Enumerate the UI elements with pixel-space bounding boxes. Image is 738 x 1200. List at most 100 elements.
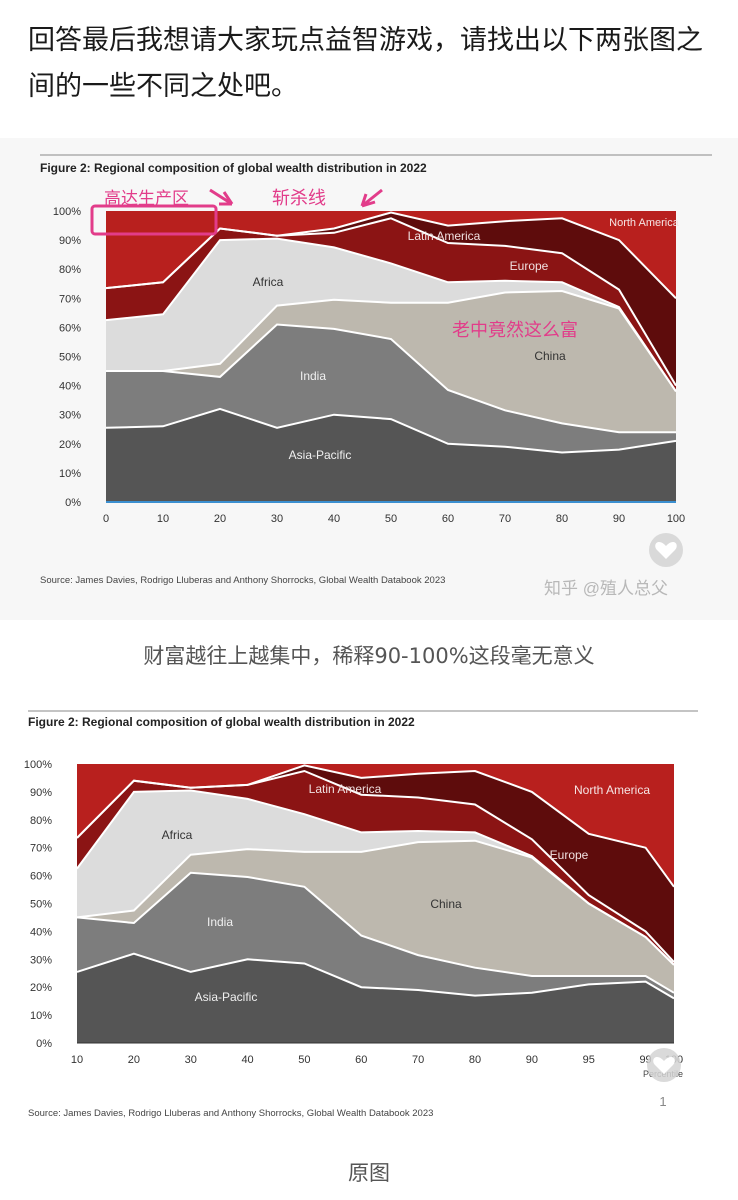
series-labels: Africa India Asia-Pacific China Latin Am… [162,782,651,1004]
y-axis: 0% 10% 20% 30% 40% 50% 60% 70% 80% 90% 100% [53,206,81,509]
y-tick-label: 30% [59,410,81,422]
area-asia-pacific [106,408,676,502]
y-axis: 0% 10% 20% 30% 40% 50% 60% 70% 80% 90% 100% [24,759,52,1050]
series-label-asia-pacific: Asia-Pacific [195,990,258,1004]
series-boundaries [76,764,675,1000]
chart-modified-svg: Figure 2: Regional composition of global… [40,154,712,598]
series-label-asia-pacific: Asia-Pacific [289,448,352,462]
series-label-china: China [534,349,566,363]
y-tick-label: 0% [36,1038,52,1050]
x-tick-label: 0 [103,513,109,525]
area-north-america [106,211,676,299]
series-boundary-india [106,323,676,434]
heart-icon[interactable] [648,532,684,568]
y-tick-label: 90% [59,235,81,247]
x-tick-label: 30 [271,513,283,525]
series-label-latin-america: Latin America [309,782,382,796]
area-africa [77,790,674,965]
y-tick-label: 100% [24,759,52,771]
area-china [77,840,674,993]
y-tick-label: 20% [59,439,81,451]
area-layers [77,764,674,1043]
y-tick-label: 60% [30,871,52,883]
series-label-africa: Africa [253,275,284,289]
annotation-line-label: 斩杀线 [272,188,326,208]
series-boundary-europe [76,764,675,888]
series-label-europe: Europe [550,848,589,862]
annotation-box-label: 高达生产区 [104,189,189,208]
x-tick-label: 90 [526,1054,538,1066]
series-label-china: China [430,897,462,911]
y-tick-label: 20% [30,982,52,994]
y-tick-label: 60% [59,322,81,334]
x-tick-label: 80 [469,1054,481,1066]
caption-modified: 财富越往上越集中，稀释90-100%这段毫无意义 [143,644,595,668]
chart-source: Source: James Davies, Rodrigo Lluberas a… [28,1108,433,1119]
y-tick-label: 50% [30,899,52,911]
area-china [106,291,676,433]
area-layers [106,211,676,502]
watermark: 知乎 @殖人总父 [544,579,668,598]
y-tick-label: 90% [30,787,52,799]
heart-icon[interactable] [646,1047,682,1083]
x-tick-label: 50 [298,1054,310,1066]
annotation-layer: 高达生产区 斩杀线 老中竟然这么富 [90,188,578,340]
area-europe [77,765,674,963]
series-label-europe: Europe [510,259,549,273]
area-india [77,872,674,999]
arrow-icon [209,188,234,206]
caption-original: 原图 [348,1161,390,1185]
series-boundary-africa [76,789,675,966]
y-tick-label: 50% [59,352,81,364]
x-tick-label: 100 [667,513,685,525]
x-tick-label: 90 [613,513,625,525]
x-tick-label: 40 [241,1054,253,1066]
x-tick-label: 30 [185,1054,197,1066]
series-boundary-asia-pacific [76,952,675,1000]
annotation-china-note: 老中竟然这么富 [452,320,578,340]
series-boundary-india [76,871,675,994]
chart-title: Figure 2: Regional composition of global… [40,161,427,175]
series-label-north-america: North America [574,783,650,797]
series-boundary-africa [105,237,677,392]
chart-source: Source: James Davies, Rodrigo Lluberas a… [40,575,445,586]
chart-original-svg: Figure 2: Regional composition of global… [24,710,698,1119]
y-tick-label: 10% [30,1010,52,1022]
series-label-india: India [300,369,326,383]
like-count: 1 [659,1094,666,1109]
y-tick-label: 30% [30,954,52,966]
series-label-latin-america: Latin America [408,229,481,243]
y-tick-label: 80% [59,264,81,276]
series-label-india: India [207,915,233,929]
area-latin-america [77,771,674,965]
y-tick-label: 10% [59,468,81,480]
area-latin-america [106,218,676,392]
x-tick-label: 40 [328,513,340,525]
x-tick-label: 10 [71,1054,83,1066]
x-tick-label: 80 [556,513,568,525]
x-tick-label: 60 [442,513,454,525]
series-boundary-europe [105,211,677,299]
x-tick-label: 50 [385,513,397,525]
x-tick-label: 20 [128,1054,140,1066]
y-tick-label: 40% [30,926,52,938]
x-axis: 0 10 20 30 40 50 60 70 80 90 100 [103,513,685,525]
x-tick-label: 20 [214,513,226,525]
annotation-box [90,204,218,236]
area-india [106,324,676,453]
series-boundaries [105,211,677,454]
series-label-africa: Africa [162,828,193,842]
area-asia-pacific [77,953,674,1043]
chart-original: Figure 2: Regional composition of global… [0,700,738,1140]
series-boundary-asia-pacific [105,407,677,454]
x-tick-label: 70 [412,1054,424,1066]
post-paragraph: 回答最后我想请大家玩点益智游戏，请找出以下两张图之间的一些不同之处吧。 [28,25,703,102]
area-north-america [77,764,674,887]
x-tick-label: 70 [499,513,511,525]
chart-title: Figure 2: Regional composition of global… [28,715,415,729]
y-tick-label: 80% [30,815,52,827]
x-tick-label: 95 [583,1054,595,1066]
series-labels: Africa India Asia-Pacific China Latin Am… [253,217,680,462]
area-africa [106,238,676,392]
series-label-north-america: North America [609,217,680,229]
